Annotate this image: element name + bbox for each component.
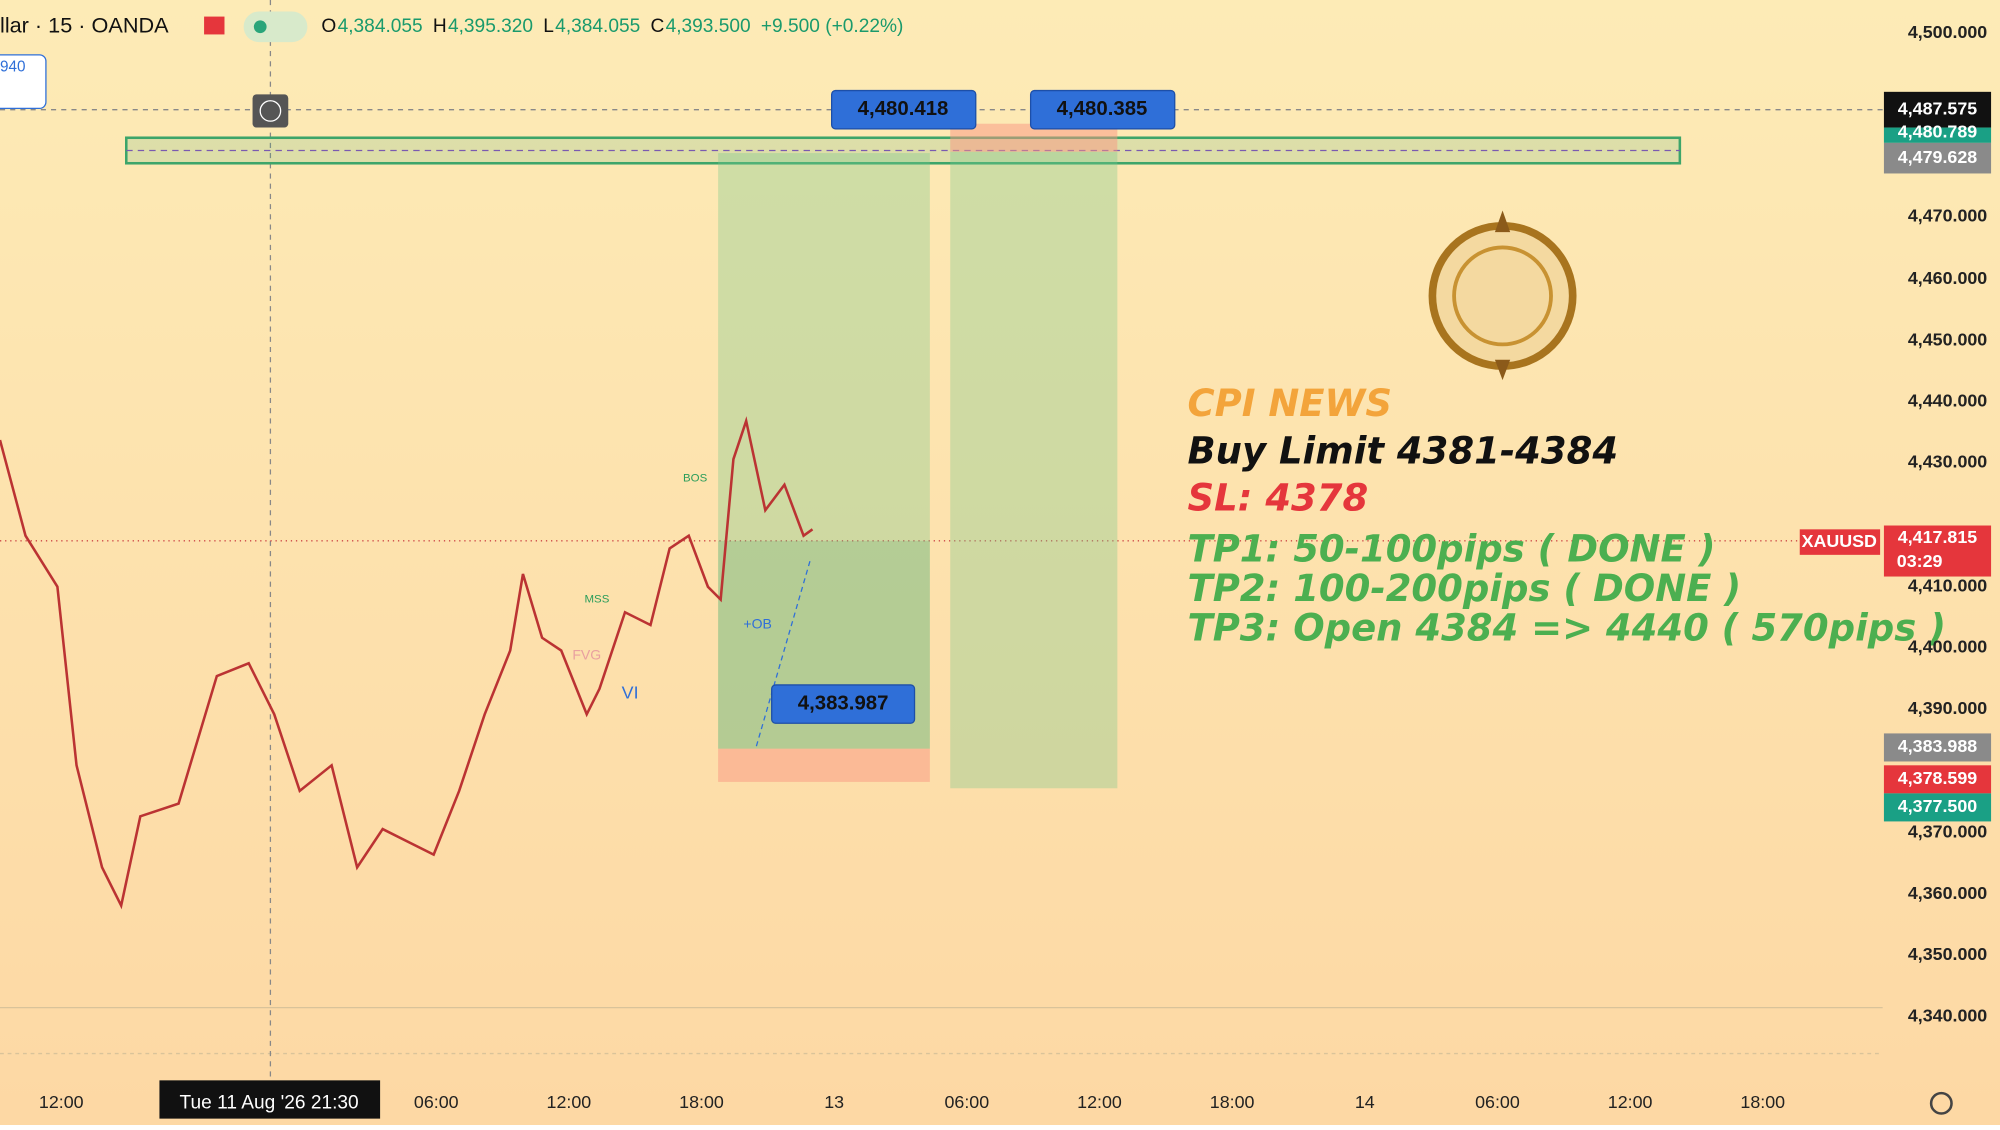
time-label: 13: [824, 1092, 844, 1112]
callout-text: 4,383.987: [798, 692, 889, 714]
countdown: 03:29: [1897, 551, 1943, 571]
time-label: 12:00: [1608, 1092, 1653, 1112]
ohlc-value: 4,384.055: [555, 16, 640, 37]
status-dot: [253, 20, 267, 34]
ohlc-key: C: [650, 16, 664, 37]
price-label: 4,460.000: [1908, 268, 1987, 288]
settings-icon[interactable]: [1929, 1091, 1953, 1115]
price-axis: 4,500.000 4,470.000 4,460.000 4,450.000 4,44…: [1908, 22, 1987, 1025]
crosshair-date: Tue 11 Aug '26 21:30: [180, 1092, 359, 1113]
time-label: 06:00: [1475, 1092, 1520, 1112]
flag-icon: [204, 16, 225, 35]
stop-area: [718, 748, 930, 782]
ohlc-key: O: [321, 16, 336, 37]
add-button[interactable]: [252, 94, 289, 128]
price-tag: 4,378.599: [1898, 768, 1977, 788]
ohlc-value: 4,393.500: [666, 16, 751, 37]
callout: 4,383.987: [771, 684, 916, 724]
note-tp: TP1: 50-100pips ( DONE ): [1188, 528, 1716, 571]
price-label: 4,360.000: [1908, 883, 1987, 903]
chart-label: MSS: [585, 594, 610, 606]
time-label: 12:00: [39, 1092, 84, 1112]
price-path: [0, 416, 814, 910]
chart-label: BOS: [683, 472, 708, 484]
price-tag: 4,479.628: [1898, 147, 1977, 167]
symbol[interactable]: llar · 15 · OANDA: [0, 13, 169, 38]
note-tp: TP3: Open 4384 => 4440 ( 570pips ): [1188, 607, 1947, 650]
status-pill: [243, 11, 308, 43]
price-label: 4,400.000: [1908, 637, 1987, 657]
time-axis: 12:00 06:00 12:00 18:00 13 06:00 12:00 18:00 14 0…: [39, 1092, 1785, 1112]
ohlc-key: L: [543, 16, 554, 37]
chart-label: VI: [622, 683, 639, 703]
time-label: 12:00: [1077, 1092, 1122, 1112]
price-label: 4,500.000: [1908, 22, 1987, 42]
time-label: 18:00: [1210, 1092, 1255, 1112]
symbol-tag: XAUUSD: [1802, 531, 1877, 551]
callout: 4,480.418: [830, 89, 977, 130]
time-label: 18:00: [1740, 1092, 1785, 1112]
time-label: 14: [1355, 1092, 1375, 1112]
price-label: 4,370.000: [1908, 822, 1987, 842]
price-label: 4,340.000: [1908, 1005, 1987, 1025]
logo: [1428, 210, 1577, 381]
price-tags: 4,487.575 4,480.789 4,479.628 XAUUSD 4,4…: [1799, 91, 1992, 822]
chart-label: +OB: [743, 616, 771, 632]
side-box-text: 940: [0, 59, 26, 76]
note-tp: TP2: 100-200pips ( DONE ): [1188, 567, 1742, 610]
price-tag: 4,417.815: [1898, 527, 1977, 547]
price-tag: 4,487.575: [1898, 98, 1977, 118]
price-label: 4,390.000: [1908, 698, 1987, 718]
callout-text: 4,480.385: [1057, 98, 1148, 120]
target-area: [950, 151, 1118, 789]
time-label: 06:00: [414, 1092, 459, 1112]
chart-label: FVG: [572, 646, 601, 662]
time-label: 18:00: [679, 1092, 724, 1112]
crosshair-date-bg: [159, 1080, 381, 1119]
header: llar · 15 · OANDA O 4,384.055 H 4,395.320 L 4…: [0, 11, 903, 43]
add-icon: [259, 100, 282, 122]
note-sl: SL: 4378: [1188, 477, 1369, 520]
price-tag: 4,383.988: [1898, 736, 1977, 756]
note-order: Buy Limit 4381-4384: [1188, 429, 1619, 472]
price-tag: 4,480.789: [1898, 121, 1977, 141]
time-label: 12:00: [547, 1092, 592, 1112]
side-box[interactable]: [0, 54, 47, 110]
callout: 4,480.385: [1029, 89, 1176, 130]
price-label: 4,470.000: [1908, 206, 1987, 226]
price-label: 4,430.000: [1908, 452, 1987, 472]
ohlc-value: 4,395.320: [448, 16, 533, 37]
price-tag: 4,377.500: [1898, 796, 1977, 816]
price-label: 4,450.000: [1908, 329, 1987, 349]
ohlc-key: H: [433, 16, 447, 37]
target-area: [718, 153, 930, 541]
note-title: CPI NEWS: [1188, 382, 1392, 425]
ohlc-value: 4,384.055: [338, 16, 423, 37]
price-label: 4,350.000: [1908, 944, 1987, 964]
time-label: 06:00: [945, 1092, 990, 1112]
callout-text: 4,480.418: [858, 98, 949, 120]
change: +9.500 (+0.22%): [761, 16, 903, 37]
price-label: 4,440.000: [1908, 391, 1987, 411]
price-label: 4,410.000: [1908, 575, 1987, 595]
